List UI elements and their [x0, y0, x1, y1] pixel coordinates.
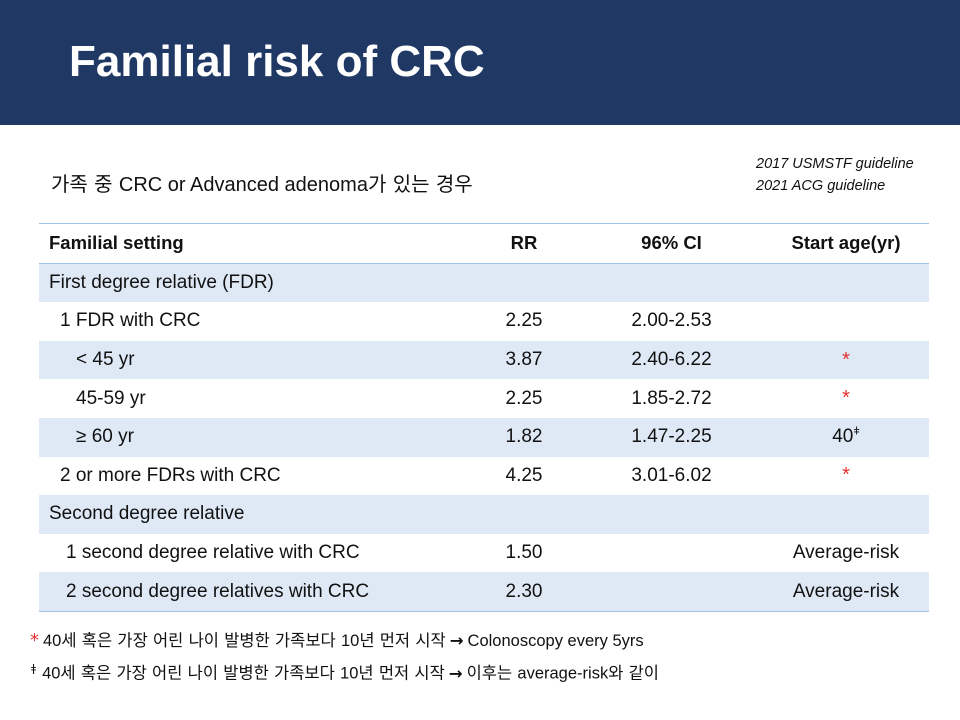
table-row: 1 second degree relative with CRC 1.50 A… [39, 534, 929, 573]
table-row: 2 second degree relatives with CRC 2.30 … [39, 572, 929, 612]
ci-cell: 1.85-2.72 [631, 387, 712, 409]
page-title: Familial risk of CRC [69, 37, 485, 86]
setting-cell: 45-59 yr [76, 387, 146, 409]
footnote-star: * 40세 혹은 가장 어린 나이 발병한 가족보다 10년 먼저 시작 → Colo… [30, 629, 644, 653]
section-header-second-degree: Second degree relative [39, 495, 929, 534]
start-age-cell: 40ǂ [763, 417, 929, 457]
ci-cell: 2.40-6.22 [580, 340, 763, 380]
start-age-value: 40 [832, 426, 854, 448]
rr-cell: 1.82 [468, 417, 580, 457]
section-header-fdr: First degree relative (FDR) [39, 263, 929, 303]
start-age-cell [763, 302, 929, 341]
footnote-tail-ko: 와 같이 [608, 663, 659, 683]
footnote-text: 세 혹은 가장 어린 나이 발병한 가족보다 [61, 631, 341, 650]
table-row: First degree relative (FDR) [39, 263, 929, 303]
table-row: < 45 yr 3.87 2.40-6.22 * [39, 340, 929, 380]
familial-risk-table: Familial setting RR 96% CI Start age(yr)… [39, 223, 929, 612]
setting-cell: 2 or more FDRs with CRC [60, 464, 281, 486]
rr-cell: 3.87 [468, 340, 580, 380]
footnote-num: 40 [42, 664, 61, 683]
ci-cell [580, 572, 763, 612]
title-bar: Familial risk of CRC [0, 0, 960, 125]
arrow-icon: → [448, 663, 463, 683]
subtitle-prefix: 가족 중 [51, 172, 119, 196]
guideline-usmstf: 2017 USMSTF guideline [756, 156, 914, 172]
ci-cell [580, 534, 763, 573]
header-rr: RR [468, 223, 580, 264]
footnote-text: 년 먼저 시작 [359, 631, 446, 650]
subtitle: 가족 중 CRC or Advanced adenoma가 있는 경우 [51, 170, 473, 199]
table-header-row: Familial setting RR 96% CI Start age(yr) [39, 223, 929, 264]
footnote-tail: Colonoscopy every 5yrs [467, 632, 644, 650]
start-age-star: * [842, 464, 850, 487]
header-start-age: Start age(yr) [763, 223, 929, 264]
table-row: 1 FDR with CRC 2.25 2.00-2.53 [39, 302, 929, 341]
dagger-mark: ǂ [853, 425, 860, 438]
subtitle-suffix: 가 있는 경우 [367, 172, 473, 196]
header-familial-setting: Familial setting [39, 223, 468, 264]
start-age-star: * [763, 340, 929, 380]
table-row: 45-59 yr 2.25 1.85-2.72 * [39, 379, 929, 418]
ci-cell: 1.47-2.25 [580, 417, 763, 457]
footnote-num: 10 [340, 632, 360, 650]
start-age-cell: Average-risk [763, 572, 929, 612]
footnote-num: 10 [340, 664, 359, 683]
subtitle-middle: CRC or Advanced adenoma [118, 174, 368, 196]
footnote-tail-en: average-risk [517, 664, 609, 683]
table-row: ≥ 60 yr 1.82 1.47-2.25 40ǂ [39, 417, 929, 457]
footnote-text: 세 혹은 가장 어린 나이 발병한 가족보다 [60, 663, 341, 683]
footnote-dagger-mark: ǂ [31, 662, 37, 675]
arrow-icon: → [449, 631, 464, 650]
rr-cell: 2.25 [505, 387, 543, 409]
rr-cell: 2.25 [505, 310, 543, 332]
header-ci: 96% CI [580, 223, 763, 264]
ci-cell: 2.00-2.53 [631, 310, 712, 332]
setting-cell: 1 second degree relative with CRC [66, 542, 360, 564]
footnote-dagger: ǂ 40세 혹은 가장 어린 나이 발병한 가족보다 10년 먼저 시작 → 이후는 … [30, 657, 659, 686]
rr-cell: 2.30 [468, 572, 580, 612]
table-row: 2 or more FDRs with CRC 4.25 3.01-6.02 * [39, 457, 929, 496]
setting-cell: 2 second degree relatives with CRC [39, 572, 468, 612]
start-age-star: * [842, 387, 850, 410]
footnote-tail: 이후는 [466, 663, 518, 683]
guideline-citations: 2017 USMSTF guideline 2021 ACG guideline [756, 153, 914, 197]
footnote-star-mark: * [30, 630, 39, 651]
ci-cell: 3.01-6.02 [631, 464, 712, 486]
setting-cell: 1 FDR with CRC [60, 310, 201, 332]
footnote-num: 40 [43, 632, 62, 650]
table-row: Second degree relative [39, 495, 929, 534]
rr-cell: 1.50 [505, 542, 543, 564]
start-age-cell: Average-risk [792, 542, 900, 564]
footnote-text: 년 먼저 시작 [358, 663, 445, 683]
setting-cell: < 45 yr [39, 340, 468, 380]
guideline-acg: 2021 ACG guideline [756, 178, 886, 194]
setting-cell: ≥ 60 yr [39, 417, 468, 457]
rr-cell: 4.25 [505, 464, 543, 486]
